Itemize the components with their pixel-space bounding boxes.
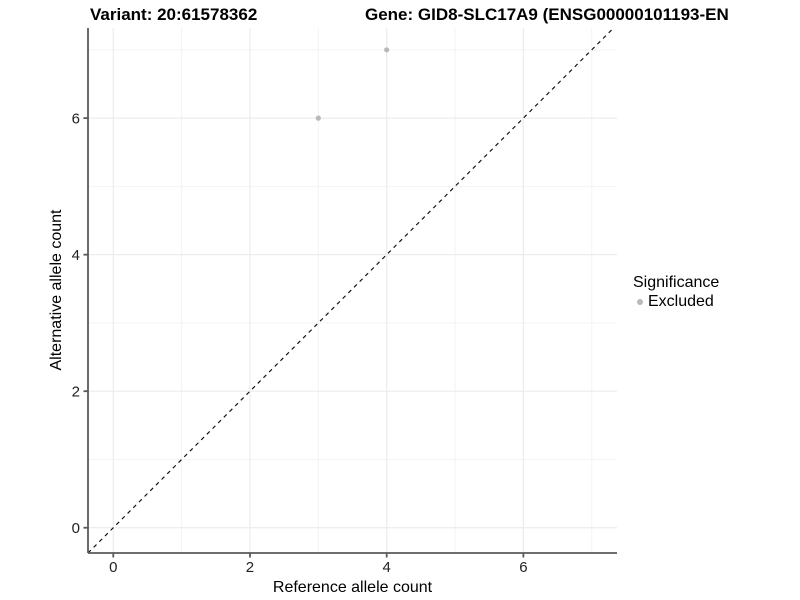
legend-title: Significance [633,274,720,291]
identity-line [87,27,615,554]
y-tick-label: 0 [72,520,80,537]
legend-item-excluded: Excluded [633,292,719,311]
x-tick-label: 6 [519,559,527,576]
x-tick-label: 0 [109,559,117,576]
legend-point-icon [637,298,643,305]
x-axis-title: Reference allele count [272,579,433,596]
y-tick-label: 2 [72,384,80,401]
y-axis-title: Alternative allele count [48,209,65,371]
plot-title-gene: Gene: GID8-SLC17A9 (ENSG00000101193-EN [365,5,729,24]
plot-title-variant: Variant: 20:61578362 [90,5,258,24]
y-tick-label: 6 [72,111,80,128]
data-point [384,47,390,53]
y-tick-label: 4 [72,247,80,264]
data-point [315,115,321,121]
legend-item-label: Excluded [648,293,714,310]
x-tick-label: 4 [383,559,391,576]
x-tick-label: 2 [246,559,254,576]
legend: Significance Excluded [633,273,719,311]
